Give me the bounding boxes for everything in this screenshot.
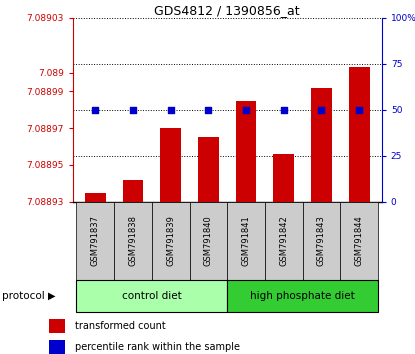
Bar [114, 202, 152, 280]
Bar [76, 280, 227, 312]
Text: GSM791838: GSM791838 [129, 215, 137, 266]
Bar [227, 280, 378, 312]
Bar [160, 128, 181, 202]
Point [356, 107, 362, 113]
Point [281, 107, 287, 113]
Point [243, 107, 249, 113]
Bar [340, 202, 378, 280]
Point [318, 107, 325, 113]
Bar [349, 67, 369, 202]
Bar [236, 101, 256, 202]
Point [92, 107, 99, 113]
Bar [227, 202, 265, 280]
Bar [265, 202, 303, 280]
Text: GSM791842: GSM791842 [279, 215, 288, 266]
Text: transformed count: transformed count [76, 321, 166, 331]
Title: GDS4812 / 1390856_at: GDS4812 / 1390856_at [154, 4, 300, 17]
Text: protocol: protocol [2, 291, 45, 301]
Bar [122, 180, 143, 202]
Bar [273, 154, 294, 202]
Text: percentile rank within the sample: percentile rank within the sample [76, 342, 240, 352]
Text: GSM791841: GSM791841 [242, 215, 251, 266]
Bar [190, 202, 227, 280]
Bar [49, 319, 65, 333]
Text: GSM791837: GSM791837 [91, 215, 100, 266]
Text: control diet: control diet [122, 291, 182, 301]
Bar [303, 202, 340, 280]
Bar [152, 202, 190, 280]
Bar [198, 137, 219, 202]
Point [167, 107, 174, 113]
Text: GSM791843: GSM791843 [317, 215, 326, 266]
Point [205, 107, 212, 113]
Bar [49, 340, 65, 354]
Text: GSM791839: GSM791839 [166, 215, 175, 266]
Text: ▶: ▶ [48, 291, 55, 301]
Bar [311, 88, 332, 202]
Bar [85, 193, 105, 202]
Text: GSM791840: GSM791840 [204, 215, 213, 266]
Text: GSM791844: GSM791844 [355, 215, 364, 266]
Point [129, 107, 136, 113]
Text: high phosphate diet: high phosphate diet [250, 291, 355, 301]
Bar [76, 202, 114, 280]
